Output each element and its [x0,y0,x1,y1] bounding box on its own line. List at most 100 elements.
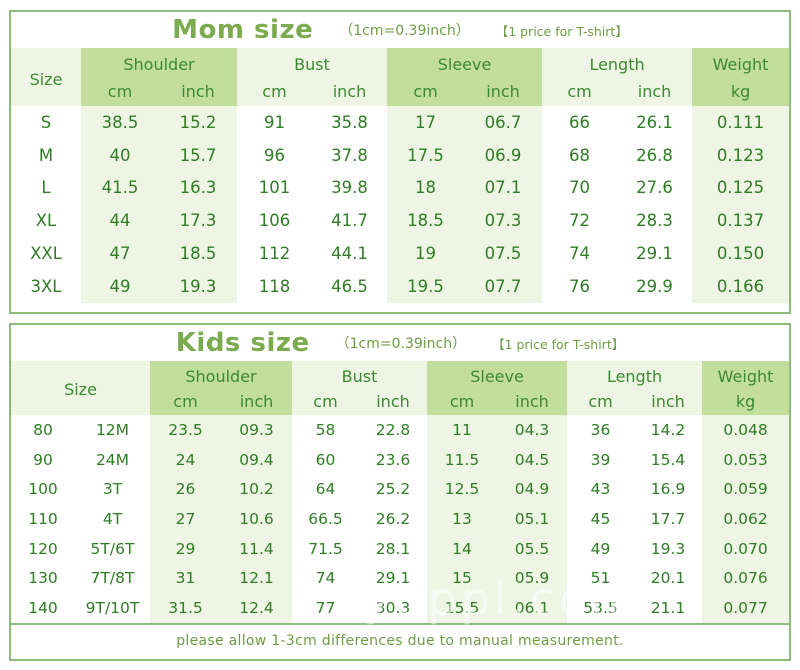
cell-bust-inch: 23.6 [359,444,428,475]
cell-bust-inch: 39.8 [312,171,388,205]
cell-bust-cm: 118 [237,269,312,303]
cell-sleeve-cm: 11 [427,415,498,445]
cell-sleeve-inch: 06.7 [464,106,543,139]
cell-sleeve-inch: 05.5 [497,533,568,564]
kids-size-table: Size Shoulder Bust Sleeve Length Weight … [11,361,790,623]
cell-bust-cm: 106 [237,204,312,238]
cell-weight: 0.076 [702,563,790,594]
unit-cm: cm [150,388,221,415]
cell-sleeve-cm: 19.5 [387,269,465,303]
cell-bust-cm: 96 [237,138,312,172]
table-row: 80 12M 23.5 09.3 58 22.8 11 04.3 36 14.2… [11,415,790,445]
unit-inch: inch [312,76,388,106]
table-row: M 40 15.7 96 37.8 17.5 06.9 68 26.8 0.12… [11,138,790,172]
cell-size: XL [11,204,81,238]
unit-cm: cm [292,388,359,415]
cell-height: 90 [11,444,75,475]
cell-bust-inch: 28.1 [359,533,428,564]
cell-bust-cm: 64 [292,474,359,505]
cell-size: M [11,138,81,172]
cell-shoulder-cm: 41.5 [81,171,159,205]
cell-sleeve-inch: 07.7 [464,269,543,303]
cell-shoulder-cm: 49 [81,269,159,303]
unit-inch: inch [497,388,568,415]
header-sleeve: Sleeve [427,361,568,388]
cell-weight: 0.048 [702,415,790,445]
unit-inch: inch [159,76,237,106]
unit-inch: inch [617,76,693,106]
cell-sleeve-inch: 06.1 [497,593,568,623]
unit-cm: cm [427,388,498,415]
cell-length-cm: 49 [567,533,635,564]
cell-height: 80 [11,415,75,445]
cell-bust-cm: 101 [237,171,312,205]
cell-shoulder-inch: 16.3 [159,171,237,205]
cell-height: 140 [11,593,75,623]
cell-age: 12M [75,415,150,445]
cell-shoulder-inch: 11.4 [221,533,292,564]
cell-length-inch: 28.3 [617,204,693,238]
cell-length-inch: 26.8 [617,138,693,172]
cell-length-inch: 26.1 [617,106,693,139]
cell-sleeve-cm: 18.5 [387,204,465,238]
kids-price-note: 【1 price for T-shirt】 [492,336,625,352]
cell-length-cm: 66 [542,106,618,139]
cell-shoulder-cm: 40 [81,138,159,172]
cell-length-inch: 29.9 [617,269,693,303]
table-row: XL 44 17.3 106 41.7 18.5 07.3 72 28.3 0.… [11,204,790,238]
cell-length-inch: 14.2 [634,415,703,445]
cell-bust-cm: 58 [292,415,359,445]
header-shoulder: Shoulder [150,361,292,388]
cell-bust-inch: 22.8 [359,415,428,445]
cell-shoulder-inch: 18.5 [159,237,237,270]
cell-length-cm: 68 [542,138,618,172]
unit-inch: inch [221,388,292,415]
cell-bust-cm: 91 [237,106,312,139]
cell-sleeve-cm: 15.5 [427,593,498,623]
table-row: 3XL 49 19.3 118 46.5 19.5 07.7 76 29.9 0… [11,269,790,303]
cell-length-cm: 72 [542,204,618,238]
cell-sleeve-cm: 17.5 [387,138,465,172]
cell-length-cm: 53.5 [567,593,635,623]
cell-length-inch: 20.1 [634,563,703,594]
cell-age: 3T [75,474,150,505]
table-row: 130 7T/8T 31 12.1 74 29.1 15 05.9 51 20.… [11,563,790,594]
header-size: Size [11,361,150,415]
cell-bust-cm: 112 [237,237,312,270]
cell-sleeve-cm: 12.5 [427,474,498,505]
cell-weight: 0.070 [702,533,790,564]
cell-shoulder-inch: 12.1 [221,563,292,594]
unit-kg: kg [692,76,790,106]
header-bust: Bust [237,48,388,76]
kids-header-row: Size Shoulder Bust Sleeve Length Weight [11,361,790,415]
cell-shoulder-inch: 10.6 [221,504,292,534]
cell-weight: 0.059 [702,474,790,505]
cell-weight: 0.137 [692,204,790,238]
cell-length-cm: 51 [567,563,635,594]
unit-cm: cm [567,388,635,415]
cell-bust-inch: 37.8 [312,138,388,172]
cell-length-inch: 29.1 [617,237,693,270]
cell-shoulder-cm: 24 [150,444,221,475]
cell-length-inch: 16.9 [634,474,703,505]
unit-cm: cm [542,76,618,106]
cell-height: 110 [11,504,75,534]
cell-length-inch: 19.3 [634,533,703,564]
cell-shoulder-cm: 23.5 [150,415,221,445]
cell-length-cm: 36 [567,415,635,445]
table-row: 140 9T/10T 31.5 12.4 77 30.3 15.5 06.1 5… [11,593,790,623]
mom-size-chart: Mom size （1cm=0.39inch） 【1 price for T-s… [9,10,791,314]
cell-sleeve-inch: 07.3 [464,204,543,238]
cell-sleeve-inch: 04.3 [497,415,568,445]
cell-length-inch: 15.4 [634,444,703,475]
cell-shoulder-inch: 09.4 [221,444,292,475]
cell-length-cm: 45 [567,504,635,534]
mom-unit-row: cm inch cm inch cm inch cm inch kg [11,76,790,106]
cell-length-cm: 70 [542,171,618,205]
header-weight: Weight [692,48,790,76]
cell-sleeve-cm: 14 [427,533,498,564]
cell-sleeve-cm: 13 [427,504,498,534]
mom-header-row: Size Shoulder Bust Sleeve Length Weight [11,48,790,106]
cell-size: L [11,171,81,205]
table-row: 120 5T/6T 29 11.4 71.5 28.1 14 05.5 49 1… [11,533,790,564]
